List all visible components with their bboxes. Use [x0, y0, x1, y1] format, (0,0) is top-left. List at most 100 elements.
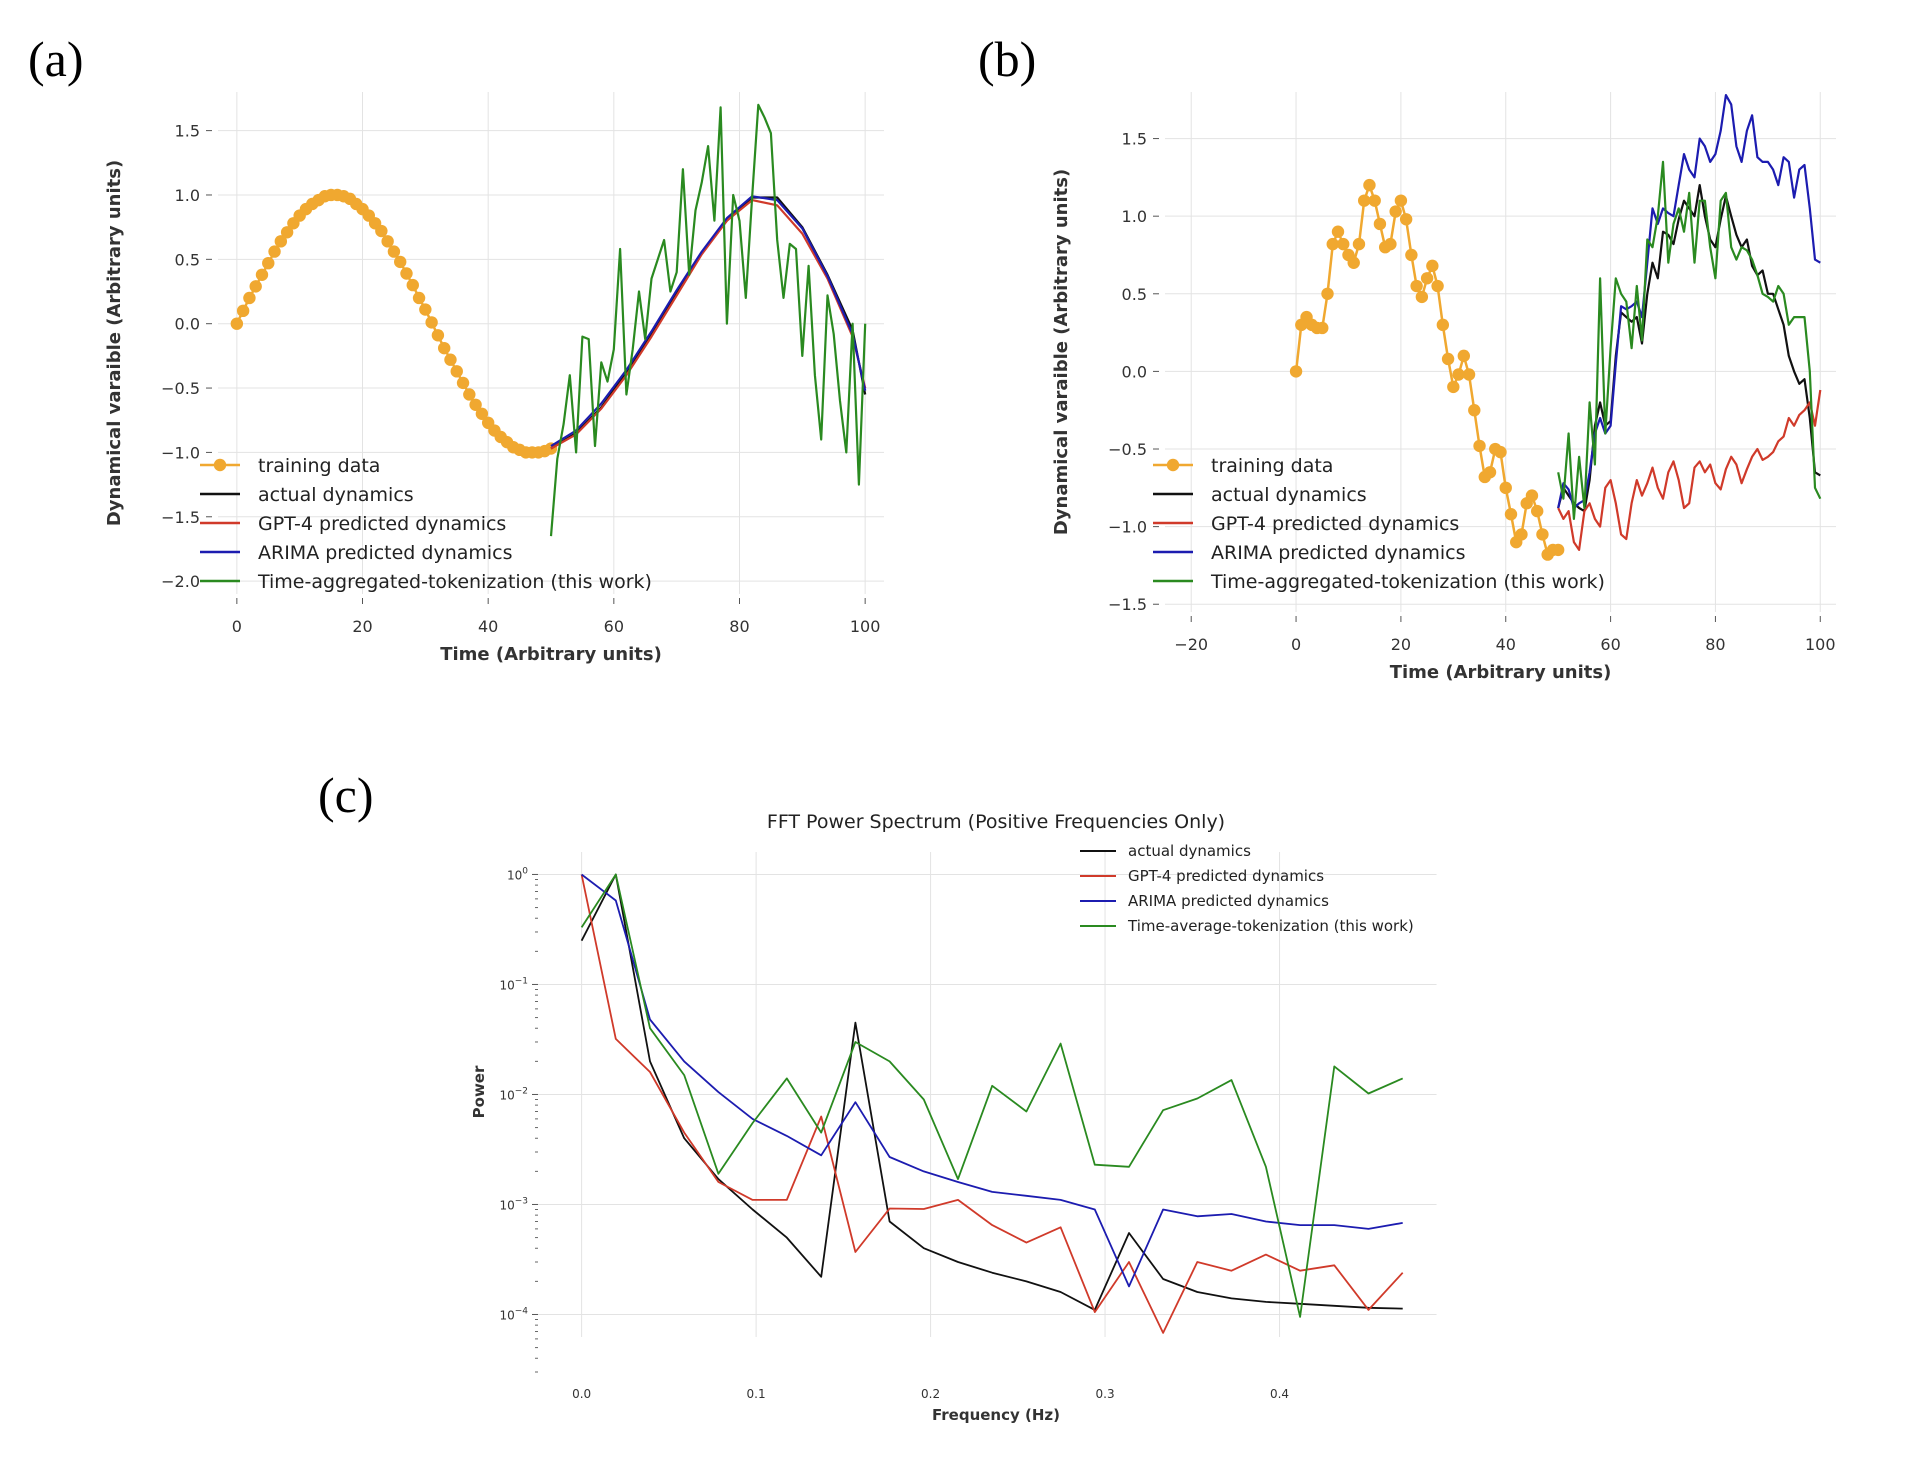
legend-label-arima: ARIMA predicted dynamics	[258, 542, 513, 564]
series-line-tat	[580, 873, 1404, 1318]
xtick-label-3: 0.3	[1096, 1387, 1115, 1401]
point-training-31	[425, 316, 438, 329]
ytick-label-4: −0.5	[161, 379, 200, 398]
xtick-label-1: 0	[1291, 635, 1301, 654]
point-training-30	[419, 303, 432, 316]
series-line-tat	[1557, 160, 1822, 521]
chart-c: FFT Power Spectrum (Positive Frequencies…	[470, 811, 1437, 1424]
legend-label-gpt4: GPT-4 predicted dynamics	[1128, 867, 1324, 885]
point-training-13	[1358, 194, 1371, 207]
chart-c-title: FFT Power Spectrum (Positive Frequencies…	[767, 811, 1225, 833]
panel-label-b: (b)	[978, 31, 1036, 87]
xtick-label-1: 0.1	[747, 1387, 766, 1401]
point-training-25	[1420, 272, 1434, 285]
ytick-label-0: 1.5	[1122, 130, 1147, 149]
xtick-label-6: 100	[1805, 635, 1836, 654]
point-training-29	[412, 291, 426, 305]
ytick-label-1: 1.0	[1122, 207, 1147, 226]
point-training-7	[1326, 237, 1339, 251]
ytick-label-3: 10−3	[499, 1196, 528, 1212]
point-training-38	[469, 398, 482, 411]
ytick-label-3: 0.0	[1122, 362, 1147, 381]
xtick-label-2: 40	[478, 617, 498, 636]
ytick-label-2: 0.5	[175, 250, 200, 269]
point-training-12	[1352, 237, 1366, 251]
point-training-27	[1431, 279, 1444, 293]
ytick-label-7: −2.0	[161, 572, 200, 591]
point-training-47	[1536, 528, 1549, 541]
point-training-7	[274, 235, 288, 248]
legend-label-arima: ARIMA predicted dynamics	[1128, 892, 1329, 910]
series-line-actual	[1557, 184, 1821, 513]
ytick-label-1: 1.0	[175, 186, 200, 205]
point-training-11	[1347, 256, 1360, 269]
ytick-label-6: −1.5	[1108, 595, 1147, 614]
point-training-31	[1452, 368, 1465, 381]
point-training-23	[1410, 279, 1423, 293]
point-training-8	[1331, 225, 1345, 238]
point-training-26	[1426, 259, 1439, 273]
ytick-label-1: 10−1	[499, 976, 528, 992]
point-training-19	[1389, 205, 1402, 218]
point-training-33	[1462, 368, 1476, 381]
ytick-label-2: 0.5	[1122, 285, 1147, 304]
x-axis-label: Frequency (Hz)	[932, 1406, 1060, 1424]
xtick-label-3: 40	[1496, 635, 1516, 654]
point-training-18	[1384, 237, 1397, 251]
point-training-39	[1494, 445, 1507, 459]
ytick-label-2: 10−2	[499, 1086, 528, 1102]
legend-marker-training	[1166, 458, 1180, 472]
legend-label-tat: Time-aggregated-tokenization (this work)	[257, 571, 652, 593]
series-line-arima	[581, 873, 1403, 1288]
series-line-arima	[550, 195, 867, 447]
ytick-label-0: 100	[507, 866, 528, 882]
ytick-label-4: −0.5	[1108, 440, 1147, 459]
legend-label-tat: Time-average-tokenization (this work)	[1127, 917, 1414, 935]
point-training-33	[437, 341, 451, 355]
ytick-label-6: −1.5	[161, 508, 200, 527]
legend-label-gpt4: GPT-4 predicted dynamics	[1211, 513, 1459, 535]
point-training-46	[1530, 504, 1544, 518]
ytick-label-5: −1.0	[1108, 518, 1147, 537]
point-training-40	[1499, 481, 1512, 495]
point-training-34	[444, 353, 457, 366]
point-training-16	[1373, 217, 1387, 231]
chart-b: −20 0 20 40 60 80 100 1.5 1.0 0.5 0.0 −0.5 −1.0 −1.5 T…	[1051, 92, 1836, 683]
legend-marker-training	[213, 458, 227, 472]
point-training-41	[1504, 508, 1518, 521]
point-training-36	[456, 376, 470, 390]
point-training-32	[431, 329, 445, 342]
point-training-32	[1457, 349, 1471, 363]
point-training-5	[262, 256, 275, 270]
xtick-label-5: 80	[1705, 635, 1725, 654]
y-axis-label: Dynamical varaible (Arbitrary units)	[1051, 169, 1072, 535]
x-axis-label: Time (Arbitrary units)	[440, 644, 662, 665]
point-training-27	[400, 267, 413, 280]
point-training-23	[375, 224, 388, 238]
series-line-gpt4	[580, 874, 1404, 1334]
legend-label-tat: Time-aggregated-tokenization (this work)	[1210, 571, 1605, 593]
point-training-4	[255, 268, 269, 281]
xtick-label-0: 0.0	[572, 1387, 591, 1401]
x-axis-label: Time (Arbitrary units)	[1390, 662, 1612, 683]
point-training-3	[249, 280, 262, 293]
legend-label-actual: actual dynamics	[1211, 484, 1367, 506]
chart-a: 0 20 40 60 80 100 1.5 1.0 0.5 0.0 −0.5 −1.0 −1.5 −2.0…	[104, 92, 884, 665]
point-training-24	[381, 235, 394, 248]
point-training-5	[1316, 321, 1329, 335]
point-training-6	[1321, 287, 1334, 300]
panel-label-a: (a)	[28, 31, 84, 87]
point-training-35	[1473, 439, 1486, 453]
legend-label-actual: actual dynamics	[1128, 842, 1251, 860]
series-line-gpt4	[550, 199, 867, 450]
ytick-label-0: 1.5	[175, 122, 200, 141]
xtick-label-0: 0	[232, 617, 242, 636]
point-training-37	[1483, 466, 1497, 479]
point-training-26	[394, 255, 407, 269]
point-training-25	[387, 245, 401, 258]
point-training-15	[1368, 194, 1381, 207]
legend-label-actual: actual dynamics	[258, 484, 414, 506]
xtick-label-0: −20	[1174, 635, 1208, 654]
point-training-21	[1399, 213, 1413, 226]
